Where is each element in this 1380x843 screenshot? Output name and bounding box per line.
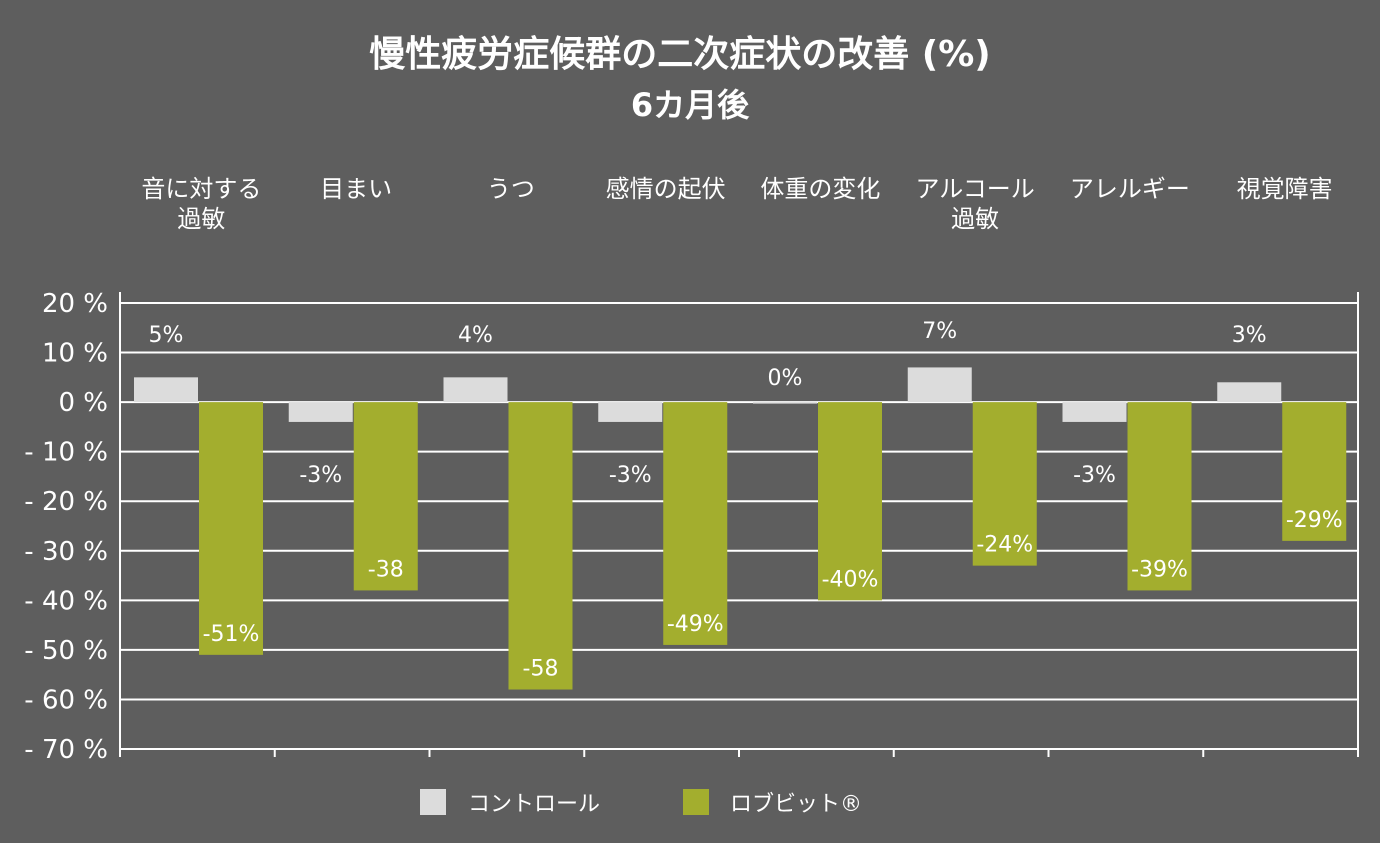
legend-swatch-treatment — [683, 789, 709, 815]
control-value-label: 5% — [149, 323, 184, 348]
category-label: アルコール — [915, 175, 1034, 203]
category-label: うつ — [487, 175, 535, 203]
treatment-bar — [1127, 402, 1192, 591]
control-bar — [1217, 382, 1282, 403]
y-tick-label: - 10 % — [24, 438, 108, 468]
treatment-value-label: -39% — [1131, 557, 1188, 582]
treatment-value-label: -38 — [368, 557, 404, 582]
legend-label-control: コントロール — [468, 792, 600, 817]
control-value-label: 7% — [922, 319, 957, 344]
y-tick-label: 20 % — [42, 289, 108, 319]
y-tick-label: - 60 % — [24, 685, 108, 715]
control-bar — [598, 402, 663, 422]
control-value-label: 0% — [768, 366, 803, 391]
treatment-bar — [818, 402, 882, 601]
treatment-value-label: -58 — [523, 657, 559, 682]
category-label: 視覚障害 — [1237, 175, 1333, 203]
control-bar — [134, 377, 198, 403]
legend: コントロール ロブビット® — [420, 789, 862, 817]
y-tick-label: - 50 % — [24, 636, 108, 666]
legend-label-treatment: ロブビット® — [730, 792, 862, 817]
treatment-value-label: -49% — [667, 612, 724, 637]
control-bar — [753, 402, 817, 404]
control-value-label: 4% — [458, 323, 493, 348]
category-label: 過敏 — [177, 205, 225, 233]
control-bar — [288, 402, 353, 422]
treatment-value-label: -24% — [976, 533, 1033, 558]
category-label: 音に対する — [141, 175, 261, 203]
y-axis-tick-labels: 20 % 10 % 0 % - 10 % - 20 % - 30 % - 40 % - 50 … — [24, 289, 108, 765]
chart-title: 慢性疲労症候群の二次症状の改善 (%) — [369, 34, 991, 75]
treatment-bar — [663, 402, 728, 645]
control-value-label: -3% — [609, 463, 652, 488]
treatment-value-label: -51% — [203, 622, 260, 647]
chart-subtitle: 6カ月後 — [631, 86, 750, 124]
treatment-bar — [1282, 402, 1347, 541]
category-label: 目まい — [320, 175, 392, 203]
y-tick-label: - 20 % — [24, 487, 108, 517]
control-value-label: -3% — [299, 463, 342, 488]
category-label: 感情の起伏 — [606, 175, 726, 203]
control-bar — [1062, 402, 1127, 422]
y-tick-label: - 70 % — [24, 735, 108, 765]
control-bar — [907, 367, 972, 403]
treatment-value-label: -29% — [1286, 508, 1343, 533]
treatment-bar — [199, 402, 263, 655]
category-label: 体重の変化 — [760, 175, 880, 203]
treatment-bar — [353, 402, 418, 591]
y-tick-label: 0 % — [58, 388, 108, 418]
category-label: アレルギー — [1070, 175, 1190, 203]
control-bar — [443, 377, 508, 403]
category-label: 過敏 — [951, 205, 999, 233]
control-value-label: -3% — [1073, 463, 1116, 488]
control-value-label: 3% — [1232, 323, 1267, 348]
legend-swatch-control — [420, 789, 446, 815]
bars — [134, 367, 1347, 690]
bar-value-labels: 5% -3% 4% -3% 0% 7% -3% 3% -51% -38 -58 -49% -40% -24… — [149, 319, 1343, 682]
y-tick-label: 10 % — [42, 339, 108, 369]
treatment-bar — [972, 402, 1037, 566]
y-tick-label: - 30 % — [24, 537, 108, 567]
treatment-value-label: -40% — [822, 567, 879, 592]
treatment-bar — [508, 402, 573, 690]
chart-title-group: 慢性疲労症候群の二次症状の改善 (%) 6カ月後 — [369, 34, 991, 124]
y-tick-label: - 40 % — [24, 586, 108, 616]
